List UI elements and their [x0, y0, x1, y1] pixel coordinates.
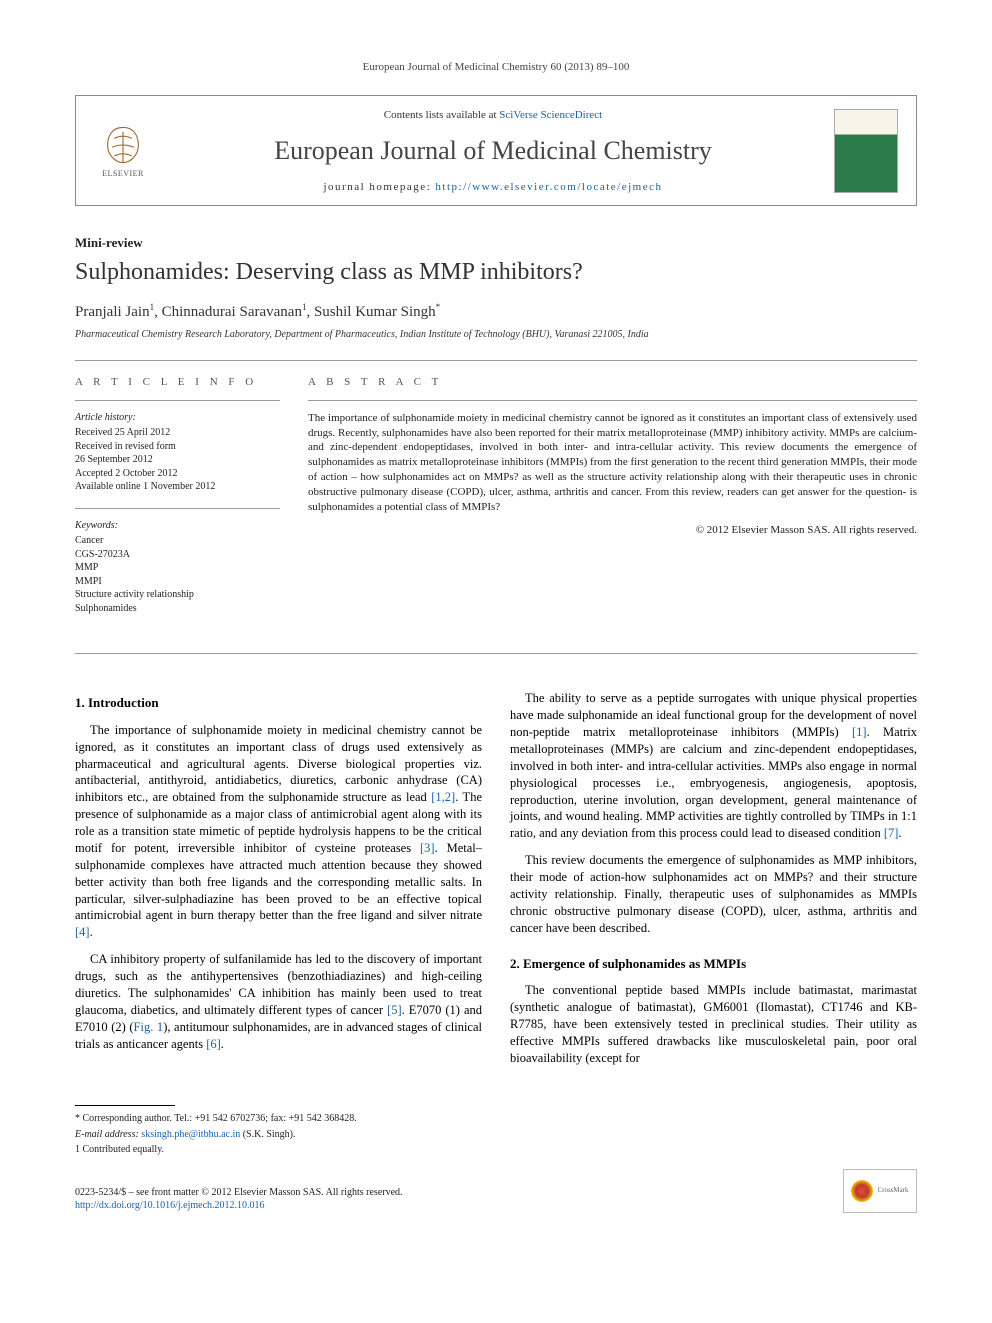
author-affiliation: Pharmaceutical Chemistry Research Labora…	[75, 328, 917, 342]
contribution-note: 1 Contributed equally.	[75, 1143, 917, 1157]
abstract-heading: A B S T R A C T	[308, 375, 917, 390]
article-type: Mini-review	[75, 234, 917, 252]
section-2-heading: 2. Emergence of sulphonamides as MMPIs	[510, 955, 917, 973]
homepage-link[interactable]: http://www.elsevier.com/locate/ejmech	[435, 181, 662, 193]
crossmark-icon	[851, 1180, 873, 1202]
reference-link[interactable]: [4]	[75, 925, 90, 939]
doi-link[interactable]: http://dx.doi.org/10.1016/j.ejmech.2012.…	[75, 1200, 265, 1211]
sciencedirect-link[interactable]: SciVerse ScienceDirect	[499, 109, 602, 121]
keyword: MMP	[75, 561, 280, 575]
contents-available-line: Contents lists available at SciVerse Sci…	[170, 108, 816, 123]
authors-list: Pranjali Jain1, Chinnadurai Saravanan1, …	[75, 301, 917, 322]
reference-link[interactable]: [7]	[884, 826, 899, 840]
figure-link[interactable]: Fig. 1	[134, 1020, 164, 1034]
keyword: CGS-27023A	[75, 548, 280, 562]
article-title: Sulphonamides: Deserving class as MMP in…	[75, 257, 917, 287]
issn-copyright-line: 0223-5234/$ – see front matter © 2012 El…	[75, 1186, 403, 1200]
email-note: E-mail address: sksingh.phe@itbhu.ac.in …	[75, 1128, 917, 1142]
history-line: Accepted 2 October 2012	[75, 467, 280, 481]
history-label: Article history:	[75, 411, 280, 425]
divider	[75, 400, 280, 401]
abstract-column: A B S T R A C T The importance of sulpho…	[308, 375, 917, 629]
journal-cover-thumbnail	[834, 109, 898, 193]
divider	[75, 508, 280, 509]
history-line: Received 25 April 2012	[75, 426, 280, 440]
abstract-text: The importance of sulphonamide moiety in…	[308, 411, 917, 515]
elsevier-logo: ELSEVIER	[94, 117, 152, 185]
homepage-prefix: journal homepage:	[324, 181, 436, 193]
reference-link[interactable]: [5]	[387, 1003, 402, 1017]
body-paragraph: CA inhibitory property of sulfanilamide …	[75, 951, 482, 1052]
body-paragraph: The conventional peptide based MMPIs inc…	[510, 982, 917, 1066]
contents-prefix: Contents lists available at	[384, 109, 499, 121]
publisher-name: ELSEVIER	[102, 169, 144, 180]
history-line: 26 September 2012	[75, 453, 280, 467]
keyword: MMPI	[75, 575, 280, 589]
journal-header: ELSEVIER Contents lists available at Sci…	[75, 95, 917, 206]
reference-link[interactable]: [3]	[420, 841, 435, 855]
divider	[308, 400, 917, 401]
body-text: 1. Introduction The importance of sulpho…	[75, 690, 917, 1069]
reference-link[interactable]: [1,2]	[431, 790, 455, 804]
corresponding-author-note: * Corresponding author. Tel.: +91 542 67…	[75, 1112, 917, 1126]
journal-homepage-line: journal homepage: http://www.elsevier.co…	[170, 180, 816, 195]
divider	[75, 360, 917, 361]
reference-link[interactable]: [1]	[852, 725, 867, 739]
crossmark-label: CrossMark	[877, 1186, 908, 1195]
body-paragraph: The ability to serve as a peptide surrog…	[510, 690, 917, 842]
divider	[75, 653, 917, 654]
body-paragraph: The importance of sulphonamide moiety in…	[75, 722, 482, 941]
abstract-copyright: © 2012 Elsevier Masson SAS. All rights r…	[308, 523, 917, 538]
running-citation: European Journal of Medicinal Chemistry …	[75, 60, 917, 75]
keywords-label: Keywords:	[75, 519, 280, 533]
history-line: Received in revised form	[75, 440, 280, 454]
body-paragraph: This review documents the emergence of s…	[510, 852, 917, 936]
keyword: Cancer	[75, 534, 280, 548]
history-line: Available online 1 November 2012	[75, 480, 280, 494]
keyword: Sulphonamides	[75, 602, 280, 616]
journal-name: European Journal of Medicinal Chemistry	[170, 133, 816, 168]
reference-link[interactable]: [6]	[206, 1037, 221, 1051]
email-link[interactable]: sksingh.phe@itbhu.ac.in	[141, 1129, 240, 1140]
article-info-heading: A R T I C L E I N F O	[75, 375, 280, 390]
page-footer: * Corresponding author. Tel.: +91 542 67…	[75, 1105, 917, 1213]
keyword: Structure activity relationship	[75, 588, 280, 602]
article-info-column: A R T I C L E I N F O Article history: R…	[75, 375, 280, 629]
section-1-heading: 1. Introduction	[75, 694, 482, 712]
footnote-rule	[75, 1105, 175, 1106]
crossmark-badge[interactable]: CrossMark	[843, 1169, 917, 1213]
